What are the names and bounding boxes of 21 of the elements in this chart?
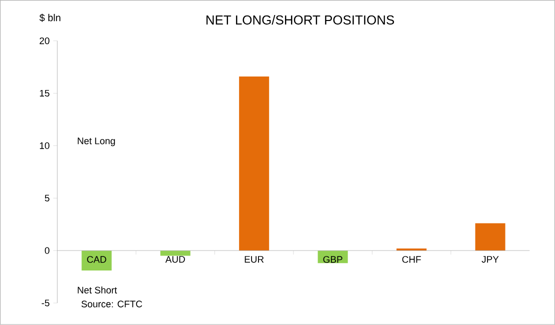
x-tick-label: CAD bbox=[87, 256, 106, 263]
x-tick-label: CHF bbox=[402, 256, 421, 263]
y-axis-title: $ bln bbox=[39, 14, 60, 22]
x-tick-label: GBP bbox=[323, 256, 342, 263]
bar bbox=[82, 250, 112, 271]
y-tick-label: 20 bbox=[40, 38, 50, 44]
y-tick-label: 0 bbox=[44, 247, 50, 254]
x-tick-label: AUD bbox=[165, 256, 185, 263]
x-tick-label: EUR bbox=[244, 256, 264, 263]
y-tick-label: 5 bbox=[44, 194, 50, 202]
annotation: Net Long bbox=[78, 138, 115, 146]
annotation: Net Short bbox=[78, 286, 117, 294]
chart-title: NET LONG/SHORT POSITIONS bbox=[206, 15, 394, 25]
y-tick-label: 15 bbox=[40, 90, 50, 97]
bar bbox=[475, 223, 506, 251]
annotation: Source: CFTC bbox=[82, 300, 142, 308]
y-tick-label: 10 bbox=[40, 142, 50, 150]
x-tick-label: JPY bbox=[482, 256, 499, 263]
bar bbox=[239, 76, 270, 251]
y-tick-label: -5 bbox=[42, 300, 50, 306]
bar bbox=[160, 250, 190, 256]
